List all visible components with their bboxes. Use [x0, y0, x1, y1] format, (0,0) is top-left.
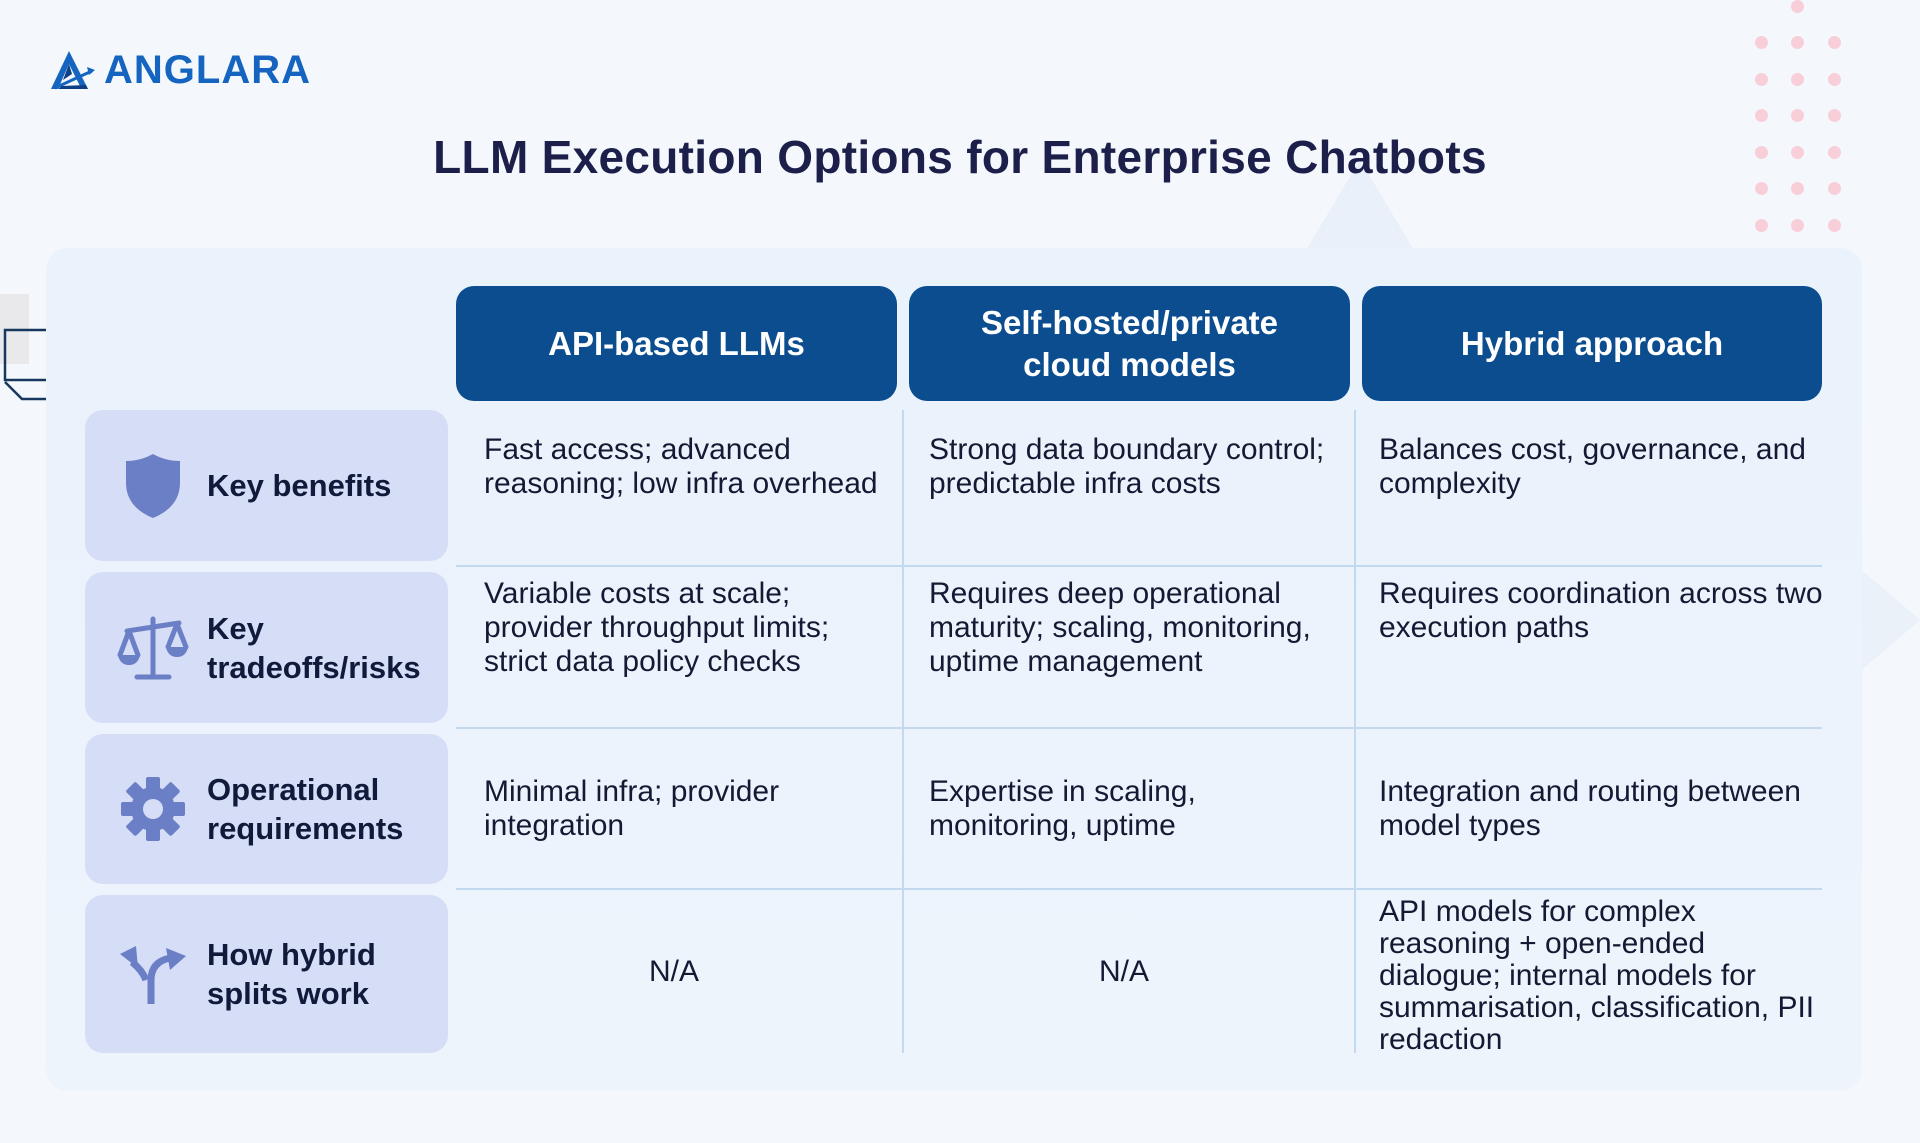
cell-text: Integration and routing between model ty… — [1379, 774, 1801, 842]
logo-triangle-arrow-icon — [51, 51, 95, 90]
cell-api-tradeoffs: Variable costs at scale; provider throug… — [484, 577, 830, 678]
column-header-label: API-based LLMs — [548, 324, 805, 362]
column-divider — [902, 410, 904, 1053]
column-header-label: Hybrid approach — [1460, 324, 1724, 362]
row-divider — [456, 888, 1822, 890]
cell-selfhosted-tradeoffs: Requires deep operational maturity; scal… — [929, 577, 1311, 678]
cell-api-hybrid-split: N/A — [456, 890, 902, 1053]
row-label-text: Key tradeoffs/risks — [207, 610, 421, 685]
row-label-key-tradeoffs: Key tradeoffs/risks — [85, 572, 448, 723]
row-label-how-hybrid-splits: How hybrid splits work — [85, 895, 448, 1053]
column-header-self-hosted: Self-hosted/private cloud models — [909, 286, 1350, 401]
row-label-text: Operational requirements — [207, 772, 404, 846]
cell-text: N/A — [1098, 954, 1149, 988]
column-divider — [1354, 410, 1356, 1053]
page-title: LLM Execution Options for Enterprise Cha… — [433, 131, 1487, 183]
cell-selfhosted-hybrid-split: N/A — [904, 890, 1354, 1053]
row-label-text: Key benefits — [207, 468, 392, 503]
cell-hybrid-tradeoffs: Requires coordination across two executi… — [1379, 577, 1823, 644]
left-edge-line-decoration — [3, 328, 50, 401]
cell-hybrid-operational: Integration and routing between model ty… — [1379, 729, 1839, 888]
cell-selfhosted-key-benefits: Strong data boundary control; predictabl… — [929, 433, 1325, 500]
cell-text: N/A — [648, 954, 699, 988]
gear-icon — [121, 777, 185, 841]
split-arrows-icon — [120, 946, 186, 1004]
column-header-label: Self-hosted/private cloud models — [980, 303, 1279, 383]
cell-text: Expertise in scaling, monitoring, uptime — [929, 774, 1196, 842]
shield-icon — [126, 453, 180, 518]
column-header-api-based: API-based LLMs — [456, 286, 897, 401]
column-header-hybrid: Hybrid approach — [1362, 286, 1822, 401]
cell-selfhosted-operational: Expertise in scaling, monitoring, uptime — [929, 729, 1349, 888]
cell-api-operational: Minimal infra; provider integration — [484, 729, 894, 888]
cell-api-key-benefits: Fast access; advanced reasoning; low inf… — [484, 433, 878, 500]
row-divider — [456, 565, 1822, 567]
brand-logo: ANGLARA — [50, 50, 311, 90]
row-divider — [456, 727, 1822, 729]
cell-hybrid-key-benefits: Balances cost, governance, and complexit… — [1379, 433, 1806, 500]
cell-hybrid-hybrid-split: API models for complex reasoning + open-… — [1379, 895, 1815, 1056]
scales-icon — [117, 616, 189, 679]
brand-name: ANGLARA — [104, 48, 311, 92]
row-label-text: How hybrid splits work — [207, 937, 376, 1011]
dot-grid-decoration — [1755, 0, 1855, 240]
row-label-operational-requirements: Operational requirements — [85, 734, 448, 884]
row-label-key-benefits: Key benefits — [85, 410, 448, 561]
cell-text: Minimal infra; provider integration — [484, 774, 780, 842]
